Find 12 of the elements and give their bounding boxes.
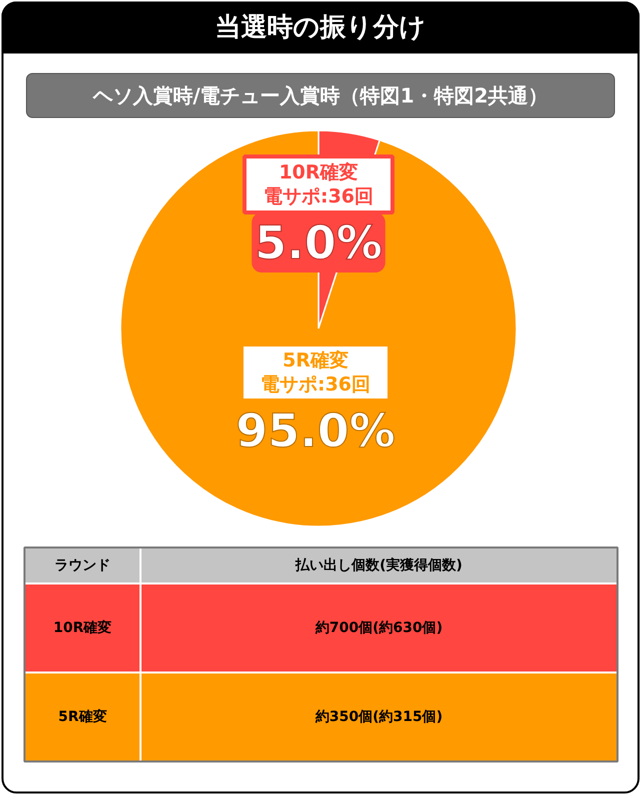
data-label: 95.0%	[236, 404, 396, 458]
text: ラウンド	[54, 558, 110, 574]
text: 払い出し個数(実獲得個数)	[294, 556, 462, 574]
text: 5R確変	[58, 708, 107, 725]
text: 10R確変	[53, 619, 112, 636]
chart-title: 当選時の振り分け	[215, 12, 426, 42]
slice-label: 10R確変電サポ:36回	[263, 161, 374, 208]
chart-subtitle: ヘソ入賞時/電チュー入賞時（特図1・特図2共通）	[92, 84, 548, 108]
data-label: 5.0%	[254, 216, 382, 270]
slice-label: 5R確変電サポ:36回	[260, 349, 371, 396]
text: 約700個(約630個)	[314, 620, 443, 636]
text: 約350個(約315個)	[314, 709, 443, 725]
